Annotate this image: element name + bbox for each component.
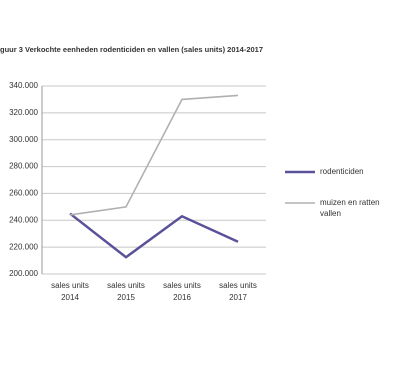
x-tick-label: sales units 2014 xyxy=(51,281,89,302)
y-tick-label: 260.000 xyxy=(9,189,38,198)
data-line xyxy=(69,212,239,259)
y-tick-label: 300.000 xyxy=(9,135,38,144)
x-tick-label: sales units 2015 xyxy=(107,281,145,302)
y-tick-label: 240.000 xyxy=(9,215,38,224)
chart-title: guur 3 Verkochte eenheden rodenticiden e… xyxy=(0,45,263,54)
y-tick-label: 320.000 xyxy=(9,108,38,117)
legend-label: rodenticiden xyxy=(320,167,364,176)
y-tick-label: 220.000 xyxy=(9,242,38,251)
y-tick-label: 280.000 xyxy=(9,162,38,171)
data-line xyxy=(69,94,239,216)
y-tick-label: 200.000 xyxy=(9,269,38,278)
x-tick-label: sales units 2016 xyxy=(163,281,201,302)
x-tick-label: sales units 2017 xyxy=(219,281,257,302)
legend-label: muizen en ratten vallen xyxy=(320,198,380,218)
y-tick-label: 340.000 xyxy=(9,81,38,90)
